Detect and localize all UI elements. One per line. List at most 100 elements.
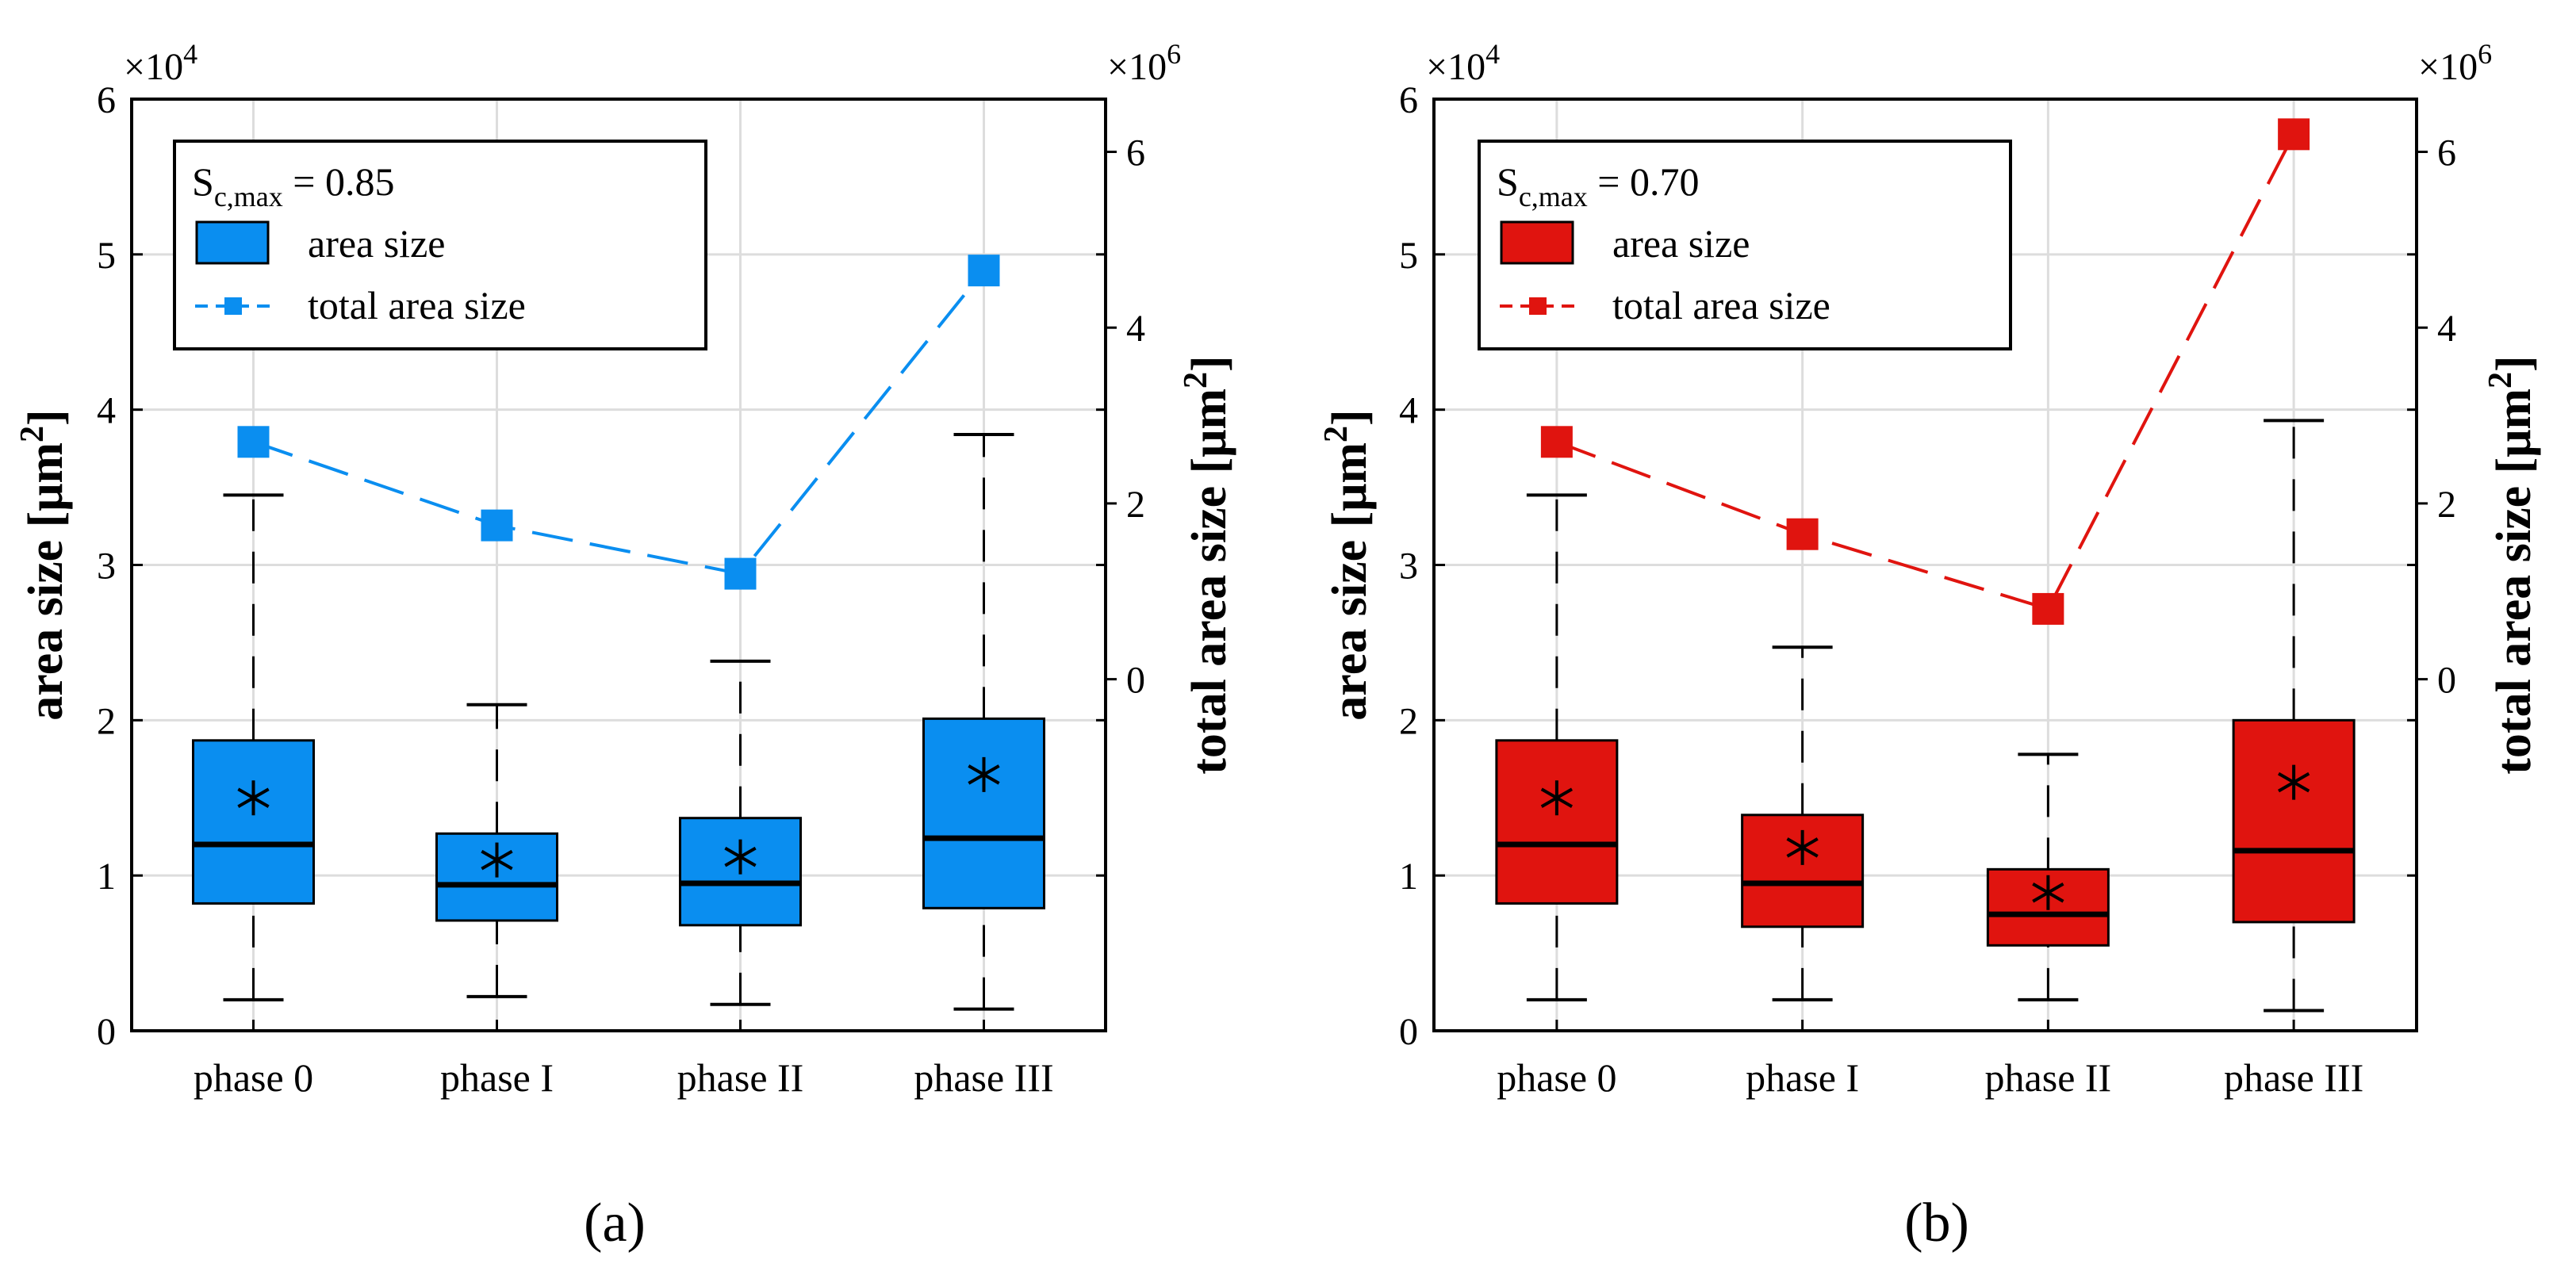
panel-b: 0 1 2 3 4 5 6 0 2 4 6 phase 0 phase I phase II phase I… [1318,38,2541,1254]
total-area-point [724,557,757,590]
box-1 [1741,645,1865,1001]
y-tick-label: 5 [97,235,116,277]
y-tick-label: 3 [97,546,116,588]
mean-marker-stroke [1540,787,1574,808]
y2-exponent-label: ×106 [2418,38,2492,88]
y-tick-label: 0 [1399,1011,1418,1053]
y-tick-label: 4 [1399,390,1418,432]
legend-line-marker [1529,297,1547,315]
total-area-point [968,255,1000,287]
box-3 [2232,419,2356,1013]
mean-marker [1540,780,1574,816]
legend-box-label: area size [308,221,445,266]
y-axis-label: area size [μm2] [14,409,73,720]
y-axis-label-text: area size [μm [1323,442,1377,721]
box-0 [1495,493,1619,1001]
mean-marker-stroke [724,846,757,867]
y-tick-label: 2 [1399,700,1418,742]
y-axis-label-close: ] [19,409,73,426]
box-1 [435,703,558,998]
y2-axis-label: total area size [μm2] [1178,355,1236,774]
y-exponent-power: 4 [1485,38,1500,70]
total-area-point [2032,592,2064,625]
x-tick-label: phase III [2224,1055,2363,1100]
y2-axis-label-close: ] [2487,355,2541,372]
y2-tick-label: 6 [2437,132,2456,174]
legend-box-swatch [195,220,270,265]
total-area-point [2278,118,2310,151]
y-axis-label-sup: 2 [14,426,51,442]
y2-exponent-power: 6 [1167,38,1181,70]
x-tick-label: phase III [914,1055,1053,1100]
y-exponent-power: 4 [183,38,197,70]
y-axis-label-close: ] [1323,409,1377,426]
box-body [2232,718,2356,924]
y-tick-label: 1 [97,856,116,898]
legend-line-label: total area size [1612,283,1830,327]
y-tick-label: 2 [97,700,116,742]
legend-title-sub: c,max [214,181,283,212]
y-axis-label: area size [μm2] [1318,409,1377,720]
legend-title-sub: c,max [1519,181,1588,212]
y-tick-label: 0 [97,1011,116,1053]
y2-tick-label: 2 [2437,484,2456,526]
mean-marker-stroke [481,849,513,871]
y-exponent-label: ×104 [1426,38,1500,88]
box-2 [1986,752,2110,1001]
y2-tick-label: 6 [1126,132,1145,174]
mean-marker-stroke [1786,837,1819,858]
mean-marker [481,842,513,878]
y-tick-label: 4 [97,390,116,432]
y2-tick-label: 0 [1126,660,1145,702]
y2-tick-label: 0 [2437,660,2456,702]
y-tick-label: 6 [97,79,116,121]
y-tick-label: 5 [1399,235,1418,277]
y2-exponent-base: ×10 [1107,46,1167,88]
legend-title-main: S [192,159,214,204]
legend-line-marker [224,297,242,315]
y-tick-label: 1 [1399,856,1418,898]
box-2 [679,659,802,1006]
total-area-line [1556,133,2295,611]
y2-exponent-label: ×106 [1107,38,1181,88]
total-area-line [252,269,986,576]
y2-tick-label: 4 [1126,308,1145,350]
total-area-point [481,509,513,542]
x-tick-label: phase 0 [1497,1055,1616,1100]
y-tick-label: 3 [1399,546,1418,588]
y-exponent-base: ×10 [124,46,183,88]
mean-marker-stroke [237,787,270,808]
panel-a: 0 1 2 3 4 5 6 0 2 4 6 phase 0 phase I phase II phase I… [14,38,1236,1254]
y2-exponent-base: ×10 [2418,46,2478,88]
y-exponent-label: ×104 [124,38,197,88]
y2-axis-label-sup: 2 [2482,372,2519,389]
x-tick-label: phase II [1985,1055,2112,1100]
legend-box-label: area size [1612,221,1750,266]
box-body [192,739,315,905]
legend: Sc,max = 0.70 area size total area size [1478,140,2012,350]
mean-marker [968,756,1000,792]
mean-marker [724,839,757,875]
legend-title: Sc,max = 0.85 [192,159,394,212]
legend-title-value: = 0.85 [283,159,395,204]
mean-marker [237,780,270,816]
y-axis-label-text: area size [μm [19,442,73,721]
box-body [1495,739,1619,905]
legend-title: Sc,max = 0.70 [1497,159,1699,212]
mean-marker [1786,829,1819,865]
y2-axis-label-close: ] [1183,355,1236,372]
y2-tick-label: 2 [1126,484,1145,526]
x-tick-label: phase I [440,1055,554,1100]
total-area-point [1786,518,1819,550]
y-exponent-base: ×10 [1426,46,1485,88]
panel-label: (b) [1904,1193,1969,1254]
x-tick-label: phase II [677,1055,804,1100]
mean-marker-stroke [968,764,1000,785]
mean-marker [2277,764,2310,800]
y-tick-label: 6 [1399,79,1418,121]
panel-label: (a) [584,1193,646,1254]
legend-line-label: total area size [308,283,526,327]
y2-tick-label: 4 [2437,308,2456,350]
legend-title-value: = 0.70 [1588,159,1700,204]
